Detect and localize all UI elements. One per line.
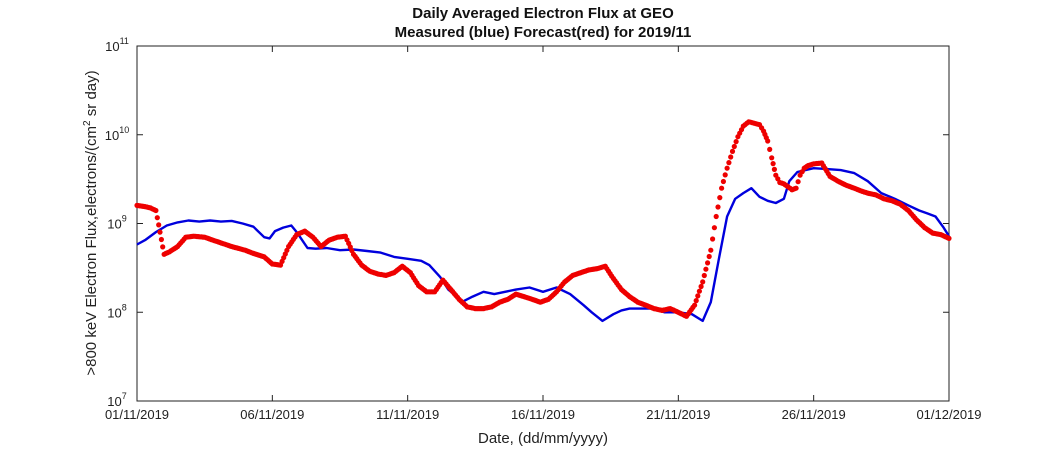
data-point	[771, 166, 778, 172]
data-point	[706, 253, 712, 260]
data-point	[722, 172, 728, 178]
data-point	[726, 160, 732, 166]
data-point	[793, 185, 799, 191]
y-tick-label: 107	[107, 391, 126, 409]
data-point	[695, 293, 701, 299]
x-tick-label: 01/12/2019	[916, 407, 981, 422]
data-point	[154, 215, 160, 221]
y-tick-label: 1010	[105, 125, 129, 143]
chart-subtitle: Measured (blue) Forecast(red) for 2019/1…	[395, 24, 692, 41]
data-point	[696, 288, 703, 294]
data-point	[711, 225, 718, 231]
data-point	[715, 204, 721, 210]
data-point	[703, 266, 709, 272]
series-line-measured	[136, 167, 951, 323]
x-tick-label: 21/11/2019	[646, 407, 710, 422]
data-point	[729, 148, 736, 154]
y-tick-label: 108	[107, 302, 126, 320]
x-tick-label: 16/11/2019	[511, 407, 575, 422]
y-axis-ticks: 107 108 109 1010 1011	[105, 36, 949, 409]
data-point	[767, 146, 773, 152]
y-axis-label-sup: 2	[82, 120, 93, 126]
y-tick-label: 109	[107, 214, 126, 232]
data-point	[728, 154, 734, 160]
data-point	[770, 161, 776, 167]
data-point	[153, 207, 159, 214]
plot-area-frame	[136, 45, 950, 402]
data-point	[717, 195, 723, 201]
data-point	[156, 222, 162, 228]
y-tick-label: 1011	[105, 36, 129, 54]
data-point	[701, 272, 707, 279]
x-axis-ticks: 01/11/2019 06/11/2019 11/11/2019 16/11/2019…	[105, 46, 982, 422]
x-axis-label: Date, (dd/mm/yyyy)	[478, 430, 608, 447]
series-layer	[134, 119, 952, 323]
x-tick-label: 26/11/2019	[782, 407, 846, 422]
data-point	[731, 143, 737, 150]
data-point	[724, 165, 730, 171]
data-point	[769, 155, 775, 161]
x-tick-label: 06/11/2019	[240, 407, 304, 422]
data-point	[765, 138, 771, 144]
data-point	[158, 236, 164, 243]
data-point	[733, 139, 739, 145]
data-point	[157, 229, 163, 235]
data-point	[720, 178, 727, 185]
data-point	[708, 247, 714, 253]
data-point	[160, 244, 166, 250]
data-point	[713, 213, 719, 220]
y-axis-label-end: sr day)	[83, 70, 100, 120]
x-tick-label: 11/11/2019	[376, 407, 439, 422]
chart-title: Daily Averaged Electron Flux at GEO	[412, 5, 674, 22]
series-measured	[136, 167, 951, 323]
data-point	[693, 298, 699, 304]
data-point	[692, 302, 698, 308]
y-axis-label: >800 keV Electron Flux,electrons/(cm2 sr…	[82, 70, 100, 375]
y-axis-label-main: >800 keV Electron Flux,electrons/(cm	[83, 126, 100, 376]
data-point	[719, 185, 725, 191]
data-point	[700, 279, 706, 285]
data-point	[705, 260, 711, 266]
x-tick-label: 01/11/2019	[105, 407, 169, 422]
data-point	[698, 283, 704, 290]
data-point	[710, 236, 716, 242]
data-point	[946, 235, 952, 241]
data-point	[795, 179, 801, 185]
series-forecast	[134, 119, 952, 319]
